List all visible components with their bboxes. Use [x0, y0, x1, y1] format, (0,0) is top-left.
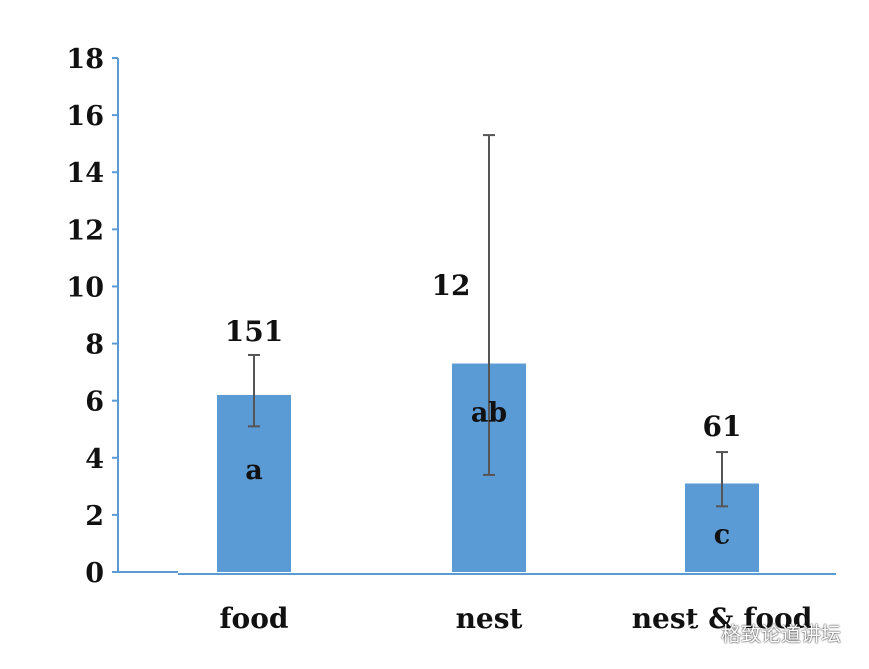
category-label: nest & food [632, 602, 813, 635]
group-label: ab [471, 398, 507, 429]
y-tick-label: 16 [66, 101, 104, 132]
error-bars [248, 134, 728, 508]
group-label: c [714, 519, 730, 550]
y-tick-label: 2 [85, 501, 104, 532]
count-label: 151 [225, 315, 283, 348]
category-label: food [220, 602, 289, 635]
count-label: 12 [432, 269, 471, 302]
count-label: 61 [703, 410, 742, 443]
y-tick-label: 18 [66, 44, 104, 75]
group-label: a [245, 455, 263, 486]
y-tick-label: 6 [85, 387, 104, 418]
watermark-text: 格致论道讲坛 [721, 622, 841, 646]
y-tick-label: 8 [85, 330, 104, 361]
watermark: 格致论道讲坛 [685, 618, 841, 647]
y-tick-label: 14 [66, 158, 104, 189]
y-axis: 0 2 4 6 8 10 12 14 16 18 [66, 44, 178, 589]
y-tick-label: 12 [66, 215, 104, 246]
wechat-icon [685, 621, 713, 645]
y-tick-label: 4 [85, 444, 104, 475]
y-tick-label: 10 [66, 272, 104, 303]
y-tick-label: 0 [85, 558, 104, 589]
x-axis: food nest nest & food [178, 573, 836, 635]
data-labels: 151 a 12 ab 61 c [225, 269, 742, 550]
category-label: nest [456, 602, 523, 635]
